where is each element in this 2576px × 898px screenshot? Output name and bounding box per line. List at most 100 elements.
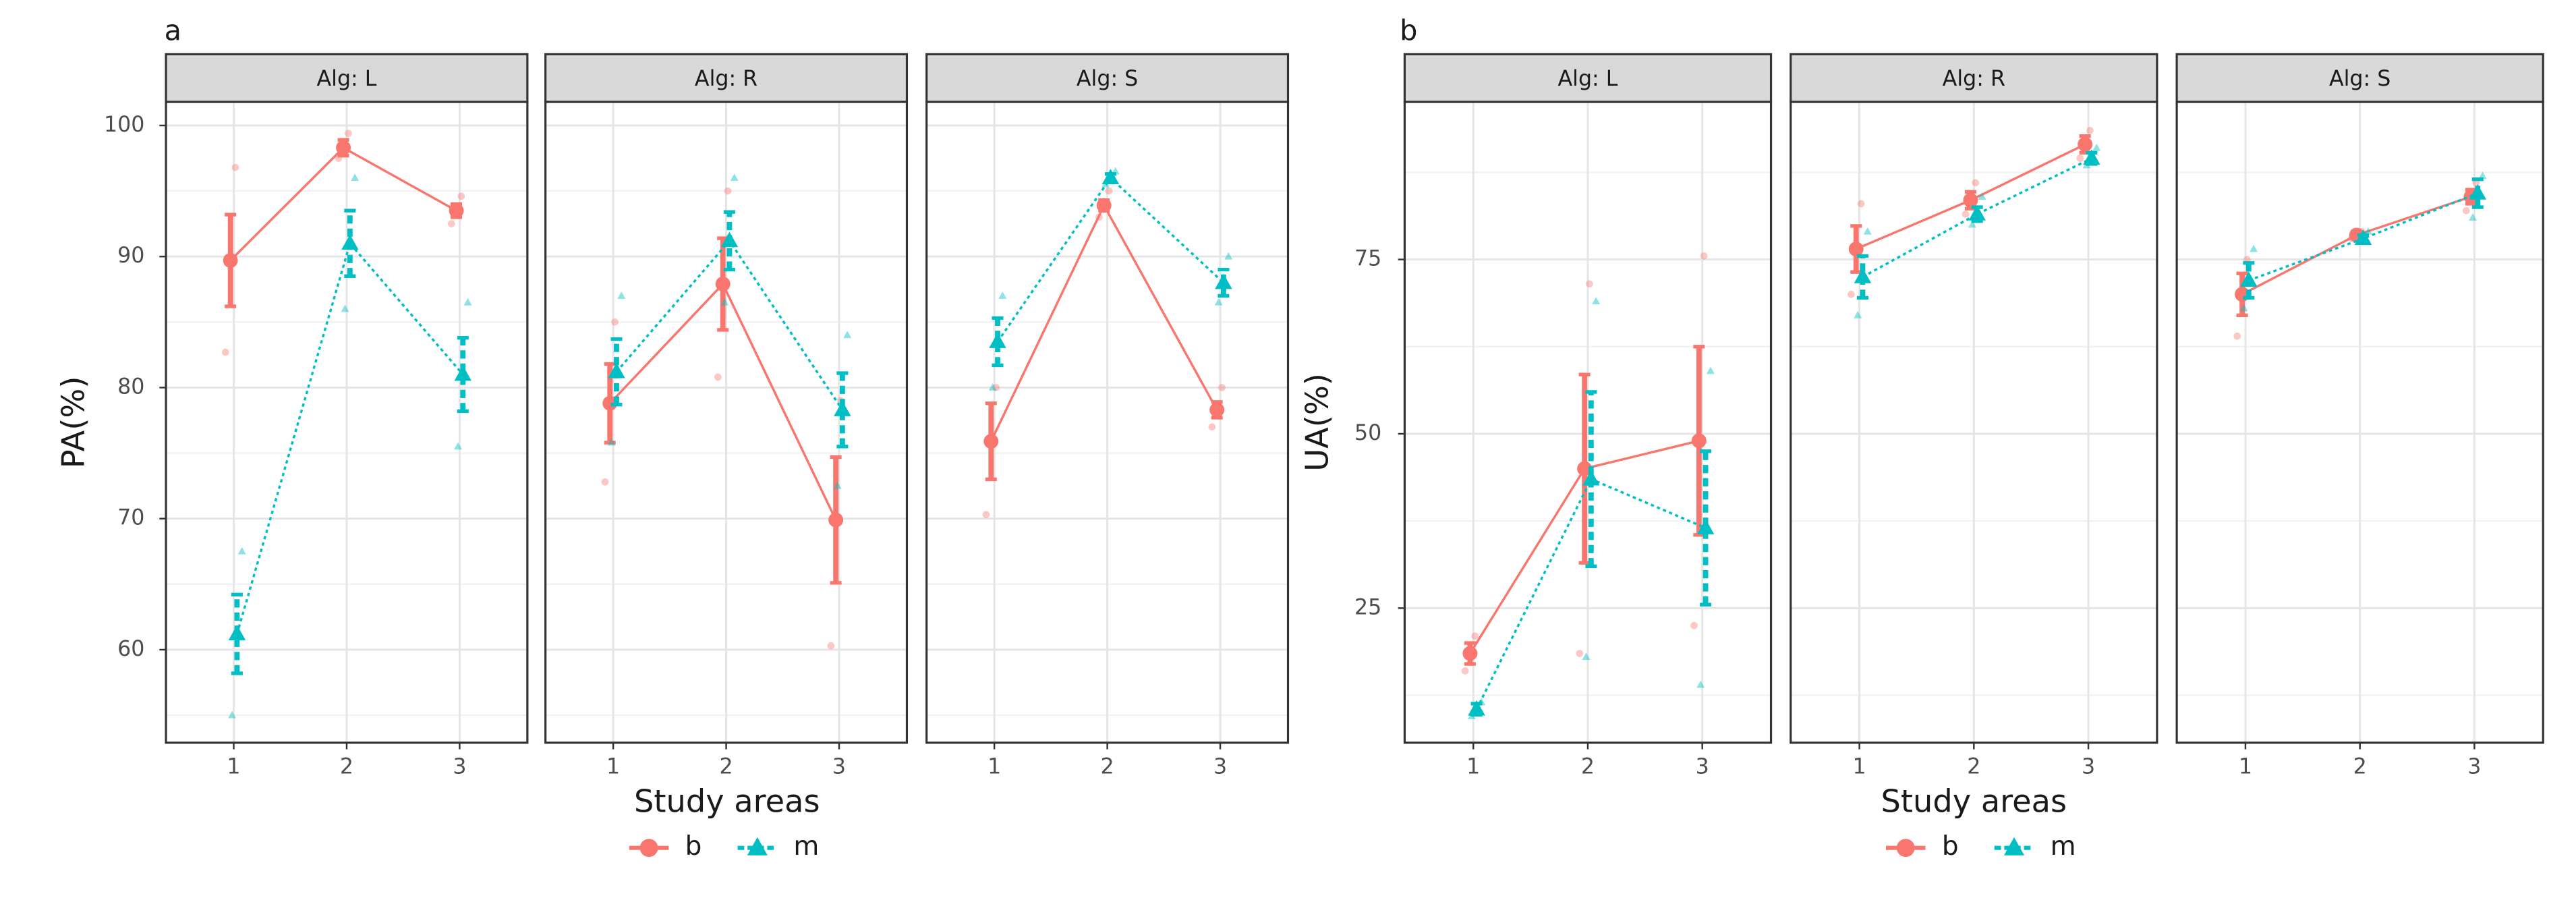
raw-point [1592,297,1601,305]
x-tick-label: 2 [340,754,353,779]
mean-point [223,253,238,268]
x-tick-label: 1 [227,754,240,779]
legend-symbol [639,839,658,858]
strip [544,53,909,103]
panel-letter: b [1400,15,1417,47]
x-axis-label: Study areas [1881,783,2067,819]
y-tick-label: 80 [117,374,144,399]
raw-point [611,318,619,326]
strip [1403,53,1773,103]
raw-point [982,511,990,519]
strip [1790,53,2158,103]
mean-point [2354,229,2372,245]
x-tick-label: 2 [1967,754,1980,779]
mean-point [336,140,351,155]
strip-title: Alg: R [1943,67,2005,91]
strip [925,53,1290,103]
mean-point [2078,137,2093,152]
mean-point [1209,402,1225,418]
raw-point [617,291,626,299]
raw-point [1706,366,1715,374]
raw-point [1978,192,1986,200]
raw-point [714,373,722,381]
y-axis-label: PA(%) [55,376,92,469]
series-line [2248,192,2478,282]
raw-point [1700,252,1708,260]
strip-title: Alg: R [695,67,757,91]
mean-point [1462,646,1478,661]
x-tick-label: 1 [606,754,620,779]
mean-point [1582,470,1600,486]
strip-title: Alg: L [316,67,376,91]
mean-point [602,395,618,411]
y-tick-label: 25 [1354,595,1381,619]
raw-point [827,642,835,650]
x-tick-label: 3 [2082,754,2095,779]
raw-point [237,546,246,555]
x-axis-label: Study areas [634,783,820,819]
mean-point [2083,149,2100,165]
raw-point [2468,213,2477,221]
mean-point [1968,205,1986,221]
mean-point [834,401,851,416]
raw-point [1214,298,1223,306]
raw-point [1208,423,1216,431]
raw-point [2364,227,2372,235]
mean-point [341,234,359,250]
legend-label: b [1942,831,1959,862]
x-tick-label: 1 [1853,754,1866,779]
mean-point [1854,268,1872,283]
raw-point [1696,680,1705,688]
raw-point [341,304,349,312]
legend-label: b [685,831,702,862]
raw-point [453,442,462,450]
raw-point [345,130,352,137]
raw-point [1968,220,1976,228]
x-tick-label: 2 [1101,754,1114,779]
mean-point [1096,198,1112,213]
x-tick-label: 1 [1466,754,1480,779]
raw-point [998,291,1007,299]
x-tick-label: 2 [1581,754,1595,779]
legend-symbol [1896,839,1915,858]
x-tick-label: 3 [2467,754,2481,779]
raw-point [2086,127,2094,134]
raw-point [1224,252,1233,260]
raw-point [1690,621,1698,629]
mean-point [1215,273,1232,289]
mean-point [1691,433,1707,449]
mean-point [1101,169,1120,185]
raw-point [2239,304,2248,312]
mean-point [1848,242,1864,257]
raw-point [992,384,1000,391]
x-tick-label: 2 [2353,754,2367,779]
mean-point [983,434,999,449]
strip-title: Alg: S [2329,67,2391,91]
raw-point [1461,667,1469,675]
mean-point [720,231,739,248]
raw-point [351,173,360,181]
raw-point [1863,227,1872,235]
legend-symbol [747,837,768,855]
raw-point [833,481,842,489]
raw-point [2092,143,2101,151]
legend-label: m [2051,831,2076,862]
raw-point [2250,244,2258,252]
raw-point [2076,155,2084,163]
raw-point [1848,290,1855,298]
legend-symbol [2003,837,2025,855]
raw-point [601,478,609,486]
raw-point [1857,200,1865,208]
y-tick-label: 90 [117,244,144,268]
mean-point [608,362,625,378]
raw-point [1972,179,1980,187]
raw-point [724,187,732,195]
raw-point [463,298,472,306]
series-line [235,241,464,635]
x-tick-label: 3 [453,754,466,779]
raw-point [2233,332,2241,340]
strip-title: Alg: L [1558,67,1618,91]
strip-title: Alg: S [1077,67,1138,91]
raw-point [988,383,997,391]
strip [165,53,529,103]
